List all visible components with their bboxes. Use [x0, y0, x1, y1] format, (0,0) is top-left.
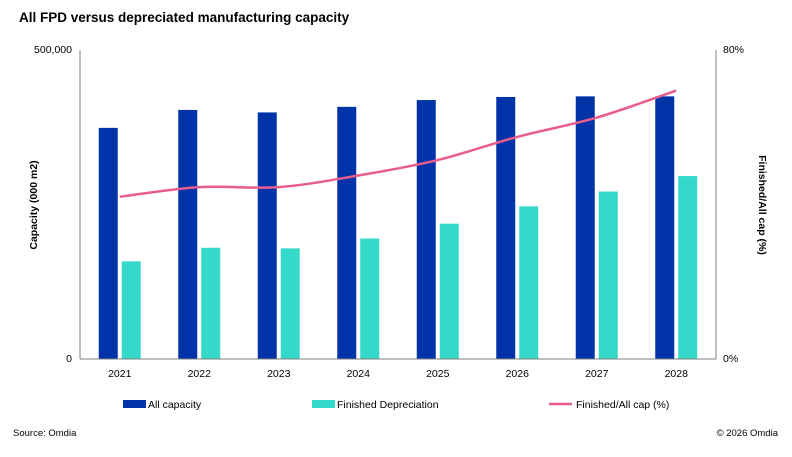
y2-axis-title: Finished/All cap (%): [756, 155, 768, 255]
bar-all-capacity-2025: [416, 100, 436, 360]
bar-all-capacity-2028: [655, 96, 675, 359]
legend-swatch-all-capacity: [123, 400, 146, 408]
x-tick-label-2026: 2026: [506, 368, 530, 380]
y-tick-label-bottom: 0: [66, 353, 72, 365]
copyright-note: © 2026 Omdia: [716, 428, 778, 439]
x-tick-label-2023: 2023: [267, 368, 291, 380]
bar-finished-depreciation-2023: [280, 248, 300, 359]
y2-tick-label-top: 80%: [723, 44, 744, 56]
x-tick-label-2021: 2021: [108, 368, 132, 380]
finished-all-cap-line: [119, 89, 677, 199]
y-axis-title: Capacity (000 m2): [28, 160, 40, 249]
x-tick-label-2022: 2022: [188, 368, 212, 380]
bar-all-capacity-2023: [257, 112, 277, 359]
bar-finished-depreciation-2021: [121, 261, 141, 359]
bar-finished-depreciation-2025: [439, 223, 459, 359]
bar-finished-depreciation-2028: [678, 176, 698, 359]
bar-all-capacity-2026: [496, 96, 516, 359]
legend-swatch-finished-depreciation: [312, 400, 335, 408]
bar-all-capacity-2024: [337, 106, 357, 359]
x-tick-label-2027: 2027: [585, 368, 609, 380]
y-tick-label-top: 500,000: [34, 44, 72, 56]
y2-tick-label-bottom: 0%: [723, 353, 738, 365]
source-note: Source: Omdia: [13, 428, 77, 439]
all-capacity-bars: [98, 96, 675, 360]
bar-finished-depreciation-2024: [360, 238, 380, 359]
x-tick-labels: 2021 2022 2023 2024 2025 2026 2027 2028: [108, 368, 688, 380]
x-tick-label-2024: 2024: [347, 368, 371, 380]
x-tick-label-2025: 2025: [426, 368, 450, 380]
bar-all-capacity-2021: [98, 127, 118, 359]
bar-finished-depreciation-2022: [201, 247, 221, 359]
bar-finished-depreciation-2027: [598, 191, 618, 359]
finished-depreciation-bars: [121, 176, 698, 359]
bar-all-capacity-2027: [575, 96, 595, 359]
bar-finished-depreciation-2026: [519, 206, 539, 359]
legend: All capacity Finished Depreciation Finis…: [123, 399, 669, 411]
chart-title: All FPD versus depreciated manufacturing…: [19, 10, 350, 25]
legend-label-all-capacity: All capacity: [148, 399, 202, 411]
line-finished-all-cap: [119, 89, 677, 199]
legend-label-finished-depreciation: Finished Depreciation: [337, 399, 439, 411]
x-tick-label-2028: 2028: [665, 368, 689, 380]
bar-all-capacity-2022: [178, 109, 198, 359]
legend-label-finished-all-cap: Finished/All cap (%): [576, 399, 669, 411]
